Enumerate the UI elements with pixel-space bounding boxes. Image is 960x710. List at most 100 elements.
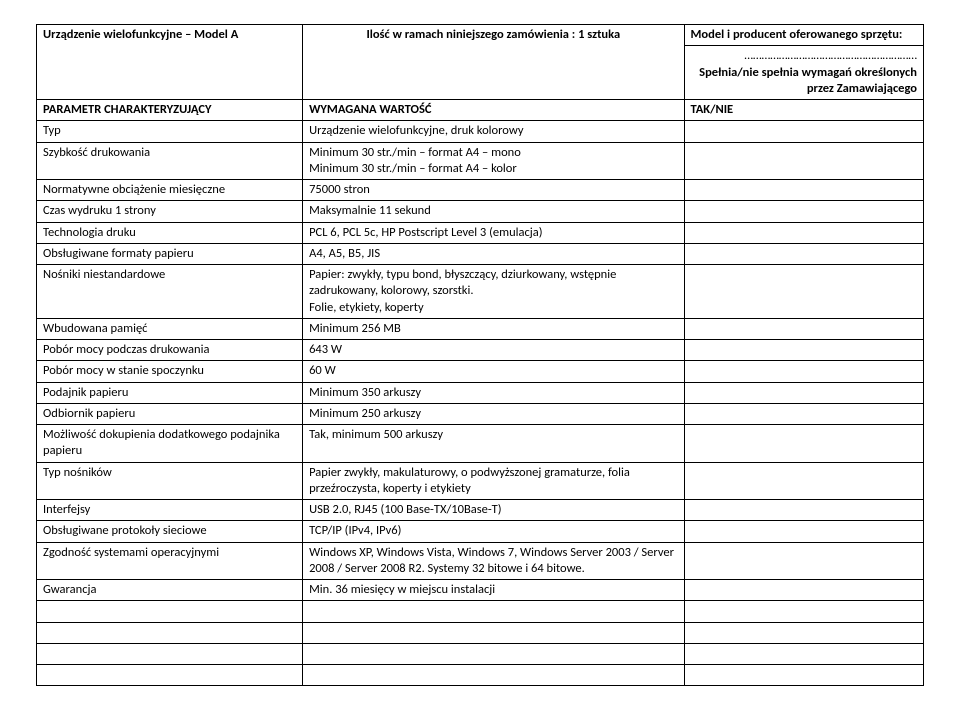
param-cell: Nośniki niestandardowe	[37, 265, 303, 319]
param-cell: Możliwość dokupienia dodatkowego podajni…	[37, 425, 303, 463]
param-cell	[37, 665, 303, 686]
table-row: Normatywne obciążenie miesięczne75000 st…	[37, 180, 924, 201]
value-cell: Papier zwykły, makulaturowy, o podwyższo…	[303, 462, 684, 500]
table-row: Zgodność systemami operacyjnymiWindows X…	[37, 542, 924, 580]
table-row: Nośniki niestandardowePapier: zwykły, ty…	[37, 265, 924, 319]
yesno-cell	[684, 180, 924, 201]
value-cell: Tak, minimum 500 arkuszy	[303, 425, 684, 463]
value-cell: Urządzenie wielofunkcyjne, druk kolorowy	[303, 121, 684, 142]
value-cell: 643 W	[303, 340, 684, 361]
param-cell: Gwarancja	[37, 580, 303, 601]
yesno-cell	[684, 580, 924, 601]
yesno-cell	[684, 601, 924, 622]
title-col3: Model i producent oferowanego sprzętu:	[684, 25, 924, 46]
table-row: GwarancjaMin. 36 miesięcy w miejscu inst…	[37, 580, 924, 601]
value-cell	[303, 601, 684, 622]
value-cell: Papier: zwykły, typu bond, błyszczący, d…	[303, 265, 684, 319]
column-header-row: PARAMETR CHARAKTERYZUJĄCY WYMAGANA WARTO…	[37, 100, 924, 121]
value-cell	[303, 643, 684, 664]
yesno-cell	[684, 542, 924, 580]
yesno-cell	[684, 425, 924, 463]
value-cell: Minimum 350 arkuszy	[303, 382, 684, 403]
param-cell	[37, 622, 303, 643]
value-cell: Windows XP, Windows Vista, Windows 7, Wi…	[303, 542, 684, 580]
value-cell: 60 W	[303, 361, 684, 382]
yesno-cell	[684, 622, 924, 643]
value-cell	[303, 622, 684, 643]
param-cell: Odbiornik papieru	[37, 403, 303, 424]
yesno-cell	[684, 521, 924, 542]
param-cell: Obsługiwane protokoły sieciowe	[37, 521, 303, 542]
yesno-cell	[684, 643, 924, 664]
table-row: Podajnik papieruMinimum 350 arkuszy	[37, 382, 924, 403]
value-cell	[303, 665, 684, 686]
table-row: Szybkość drukowaniaMinimum 30 str./min –…	[37, 142, 924, 180]
table-row: Obsługiwane formaty papieruA4, A5, B5, J…	[37, 243, 924, 264]
param-cell: Interfejsy	[37, 500, 303, 521]
meets-text: Spełnia/nie spełnia wymagań określonych …	[691, 65, 918, 98]
param-cell: Technologia druku	[37, 222, 303, 243]
colheader-value: WYMAGANA WARTOŚĆ	[303, 100, 684, 121]
param-cell: Typ nośników	[37, 462, 303, 500]
table-row: Technologia drukuPCL 6, PCL 5c, HP Posts…	[37, 222, 924, 243]
title-col2: Ilość w ramach niniejszego zamówienia : …	[303, 25, 684, 100]
param-cell: Zgodność systemami operacyjnymi	[37, 542, 303, 580]
param-cell: Normatywne obciążenie miesięczne	[37, 180, 303, 201]
table-row	[37, 622, 924, 643]
colheader-yesno: TAK/NIE	[684, 100, 924, 121]
yesno-cell	[684, 121, 924, 142]
param-cell: Szybkość drukowania	[37, 142, 303, 180]
yesno-cell	[684, 142, 924, 180]
title-col3-sub: …………………………………………………… Spełnia/nie spełnia…	[684, 46, 924, 100]
table-row: Możliwość dokupienia dodatkowego podajni…	[37, 425, 924, 463]
value-cell: Minimum 30 str./min – format A4 – mono M…	[303, 142, 684, 180]
table-row	[37, 643, 924, 664]
yesno-cell	[684, 403, 924, 424]
title-col1: Urządzenie wielofunkcyjne – Model A	[37, 25, 303, 100]
table-row: TypUrządzenie wielofunkcyjne, druk kolor…	[37, 121, 924, 142]
param-cell: Typ	[37, 121, 303, 142]
table-row: InterfejsyUSB 2.0, RJ45 (100 Base-TX/10B…	[37, 500, 924, 521]
colheader-param: PARAMETR CHARAKTERYZUJĄCY	[37, 100, 303, 121]
param-cell: Obsługiwane formaty papieru	[37, 243, 303, 264]
yesno-cell	[684, 361, 924, 382]
yesno-cell	[684, 222, 924, 243]
value-cell: 75000 stron	[303, 180, 684, 201]
yesno-cell	[684, 340, 924, 361]
yesno-cell	[684, 665, 924, 686]
param-cell	[37, 601, 303, 622]
param-cell: Podajnik papieru	[37, 382, 303, 403]
yesno-cell	[684, 382, 924, 403]
table-row: Pobór mocy podczas drukowania643 W	[37, 340, 924, 361]
value-cell: TCP/IP (IPv4, IPv6)	[303, 521, 684, 542]
param-cell: Wbudowana pamięć	[37, 318, 303, 339]
spec-table: Urządzenie wielofunkcyjne – Model A Iloś…	[36, 24, 924, 686]
param-cell	[37, 643, 303, 664]
table-row: Typ nośnikówPapier zwykły, makulaturowy,…	[37, 462, 924, 500]
title-row: Urządzenie wielofunkcyjne – Model A Iloś…	[37, 25, 924, 46]
param-cell: Pobór mocy podczas drukowania	[37, 340, 303, 361]
value-cell: Maksymalnie 11 sekund	[303, 201, 684, 222]
value-cell: PCL 6, PCL 5c, HP Postscript Level 3 (em…	[303, 222, 684, 243]
table-row: Czas wydruku 1 stronyMaksymalnie 11 seku…	[37, 201, 924, 222]
dots-line: ……………………………………………………	[691, 48, 918, 64]
value-cell: Min. 36 miesięcy w miejscu instalacji	[303, 580, 684, 601]
param-cell: Czas wydruku 1 strony	[37, 201, 303, 222]
yesno-cell	[684, 500, 924, 521]
yesno-cell	[684, 318, 924, 339]
value-cell: Minimum 250 arkuszy	[303, 403, 684, 424]
param-cell: Pobór mocy w stanie spoczynku	[37, 361, 303, 382]
yesno-cell	[684, 265, 924, 319]
table-row	[37, 601, 924, 622]
value-cell: Minimum 256 MB	[303, 318, 684, 339]
table-row: Pobór mocy w stanie spoczynku60 W	[37, 361, 924, 382]
table-row: Obsługiwane protokoły siecioweTCP/IP (IP…	[37, 521, 924, 542]
value-cell: A4, A5, B5, JIS	[303, 243, 684, 264]
table-row: Wbudowana pamięćMinimum 256 MB	[37, 318, 924, 339]
table-row	[37, 665, 924, 686]
value-cell: USB 2.0, RJ45 (100 Base-TX/10Base-T)	[303, 500, 684, 521]
yesno-cell	[684, 243, 924, 264]
yesno-cell	[684, 201, 924, 222]
yesno-cell	[684, 462, 924, 500]
table-row: Odbiornik papieruMinimum 250 arkuszy	[37, 403, 924, 424]
